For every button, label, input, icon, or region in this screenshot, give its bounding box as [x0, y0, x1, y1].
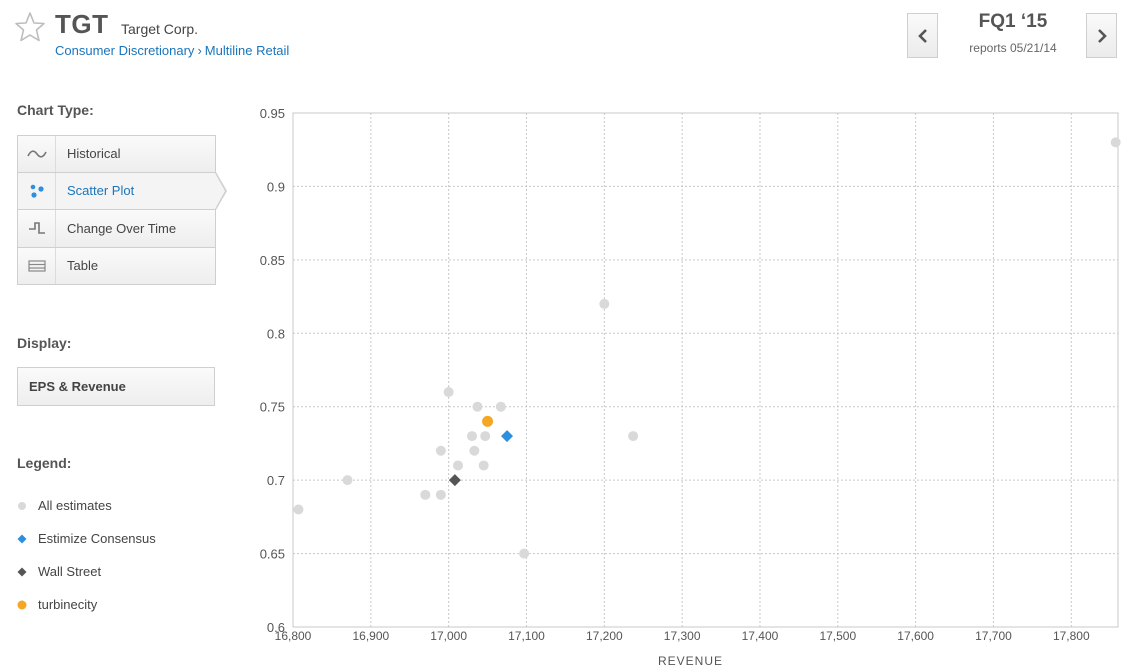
circle-marker-icon — [17, 501, 38, 511]
display-select[interactable]: EPS & Revenue — [17, 367, 215, 406]
legend-item-estimize-consensus: Estimize Consensus — [17, 530, 156, 547]
x-tick-label: 16,800 — [275, 629, 312, 643]
x-tick-label: 17,700 — [975, 629, 1012, 643]
legend-label: Wall Street — [38, 564, 102, 579]
chart-type-label: Scatter Plot — [67, 183, 135, 199]
x-tick-label: 17,800 — [1053, 629, 1090, 643]
y-tick-label: 0.6 — [267, 620, 285, 635]
x-tick-label: 17,100 — [508, 629, 545, 643]
y-tick-label: 0.65 — [260, 547, 285, 562]
previous-quarter-button[interactable] — [907, 13, 938, 58]
point-all-estimates — [453, 460, 463, 471]
chart-type-list: Historical Scatter Plot Change Over Time… — [17, 135, 227, 285]
breadcrumb-separator: › — [197, 43, 202, 58]
scatter-plot-svg: 0.6 0.65 0.7 0.75 0.8 0.85 0.9 0.95 16,800 16,900… — [260, 106, 1121, 668]
point-wall-street — [448, 474, 461, 487]
legend-label: turbinecity — [38, 597, 98, 612]
x-tick-label: 17,500 — [819, 629, 856, 643]
breadcrumb-industry[interactable]: Multiline Retail — [204, 43, 290, 58]
x-tick-label: 16,900 — [352, 629, 389, 643]
x-tick-label: 17,400 — [742, 629, 779, 643]
display-heading: Display: — [17, 335, 72, 351]
circle-marker-icon — [17, 600, 38, 610]
legend-item-all-estimates: All estimates — [17, 497, 156, 514]
point-all-estimates — [342, 475, 353, 486]
breadcrumb: Consumer Discretionary › Multiline Retail — [55, 43, 289, 58]
point-all-estimates — [472, 401, 483, 412]
ticker-symbol: TGT — [55, 9, 109, 39]
x-tick-label: 17,600 — [897, 629, 934, 643]
x-tick-label: 17,200 — [586, 629, 623, 643]
chart-type-change-over-time[interactable]: Change Over Time — [17, 210, 216, 248]
y-tick-label: 0.85 — [260, 253, 285, 268]
wave-icon — [18, 136, 56, 172]
chevron-right-icon — [1097, 28, 1107, 43]
company-name: Target Corp. — [121, 21, 199, 37]
y-tick-label: 0.75 — [260, 400, 285, 415]
point-all-estimates — [495, 401, 506, 412]
point-all-estimates — [435, 445, 446, 456]
chart-type-heading: Chart Type: — [17, 102, 94, 118]
point-all-estimates — [435, 489, 446, 500]
y-tick-label: 0.9 — [267, 179, 285, 194]
x-tick-label: 17,000 — [430, 629, 467, 643]
point-all-estimates — [628, 431, 639, 442]
legend: All estimates Estimize Consensus Wall St… — [17, 497, 156, 613]
x-axis-title: REVENUE — [658, 654, 723, 668]
diamond-marker-icon — [17, 534, 38, 544]
y-tick-label: 0.7 — [267, 473, 285, 488]
legend-item-turbinecity: turbinecity — [17, 596, 156, 613]
chart-type-label: Change Over Time — [67, 220, 177, 236]
star-icon[interactable] — [14, 11, 46, 43]
plot-frame — [292, 112, 1119, 628]
table-icon — [18, 247, 56, 284]
scatter-chart: 0.6 0.65 0.7 0.75 0.8 0.85 0.9 0.95 16,800 16,900… — [245, 100, 1147, 672]
next-quarter-button[interactable] — [1086, 13, 1117, 58]
legend-item-wall-street: Wall Street — [17, 563, 156, 580]
step-icon — [18, 210, 56, 247]
chart-type-table[interactable]: Table — [17, 247, 216, 285]
point-estimize-consensus — [501, 430, 514, 443]
y-tick-label: 0.8 — [267, 326, 285, 341]
chart-type-label: Table — [67, 258, 99, 274]
x-tick-label: 17,300 — [664, 629, 701, 643]
legend-heading: Legend: — [17, 455, 72, 471]
chevron-left-icon — [917, 28, 927, 43]
point-all-estimates — [519, 548, 530, 559]
point-all-estimates — [1110, 137, 1121, 148]
breadcrumb-sector[interactable]: Consumer Discretionary — [55, 43, 195, 58]
chart-type-scatter-plot[interactable]: Scatter Plot — [17, 171, 227, 210]
scatter-icon — [18, 172, 56, 209]
point-all-estimates — [599, 298, 610, 309]
point-all-estimates — [467, 431, 478, 442]
point-turbinecity — [482, 415, 494, 427]
point-all-estimates — [293, 504, 304, 515]
fiscal-quarter: FQ1 ‘15 — [978, 11, 1048, 32]
y-tick-label: 0.95 — [260, 106, 285, 121]
diamond-marker-icon — [17, 567, 38, 577]
point-all-estimates — [480, 431, 491, 442]
legend-label: Estimize Consensus — [38, 531, 156, 546]
report-date: reports 05/21/14 — [969, 41, 1057, 55]
point-all-estimates — [469, 445, 480, 456]
point-all-estimates — [478, 460, 489, 471]
point-all-estimates — [420, 489, 431, 500]
legend-label: All estimates — [38, 498, 112, 513]
chart-type-label: Historical — [67, 146, 121, 162]
point-all-estimates — [443, 387, 454, 398]
chart-type-historical[interactable]: Historical — [17, 135, 216, 173]
